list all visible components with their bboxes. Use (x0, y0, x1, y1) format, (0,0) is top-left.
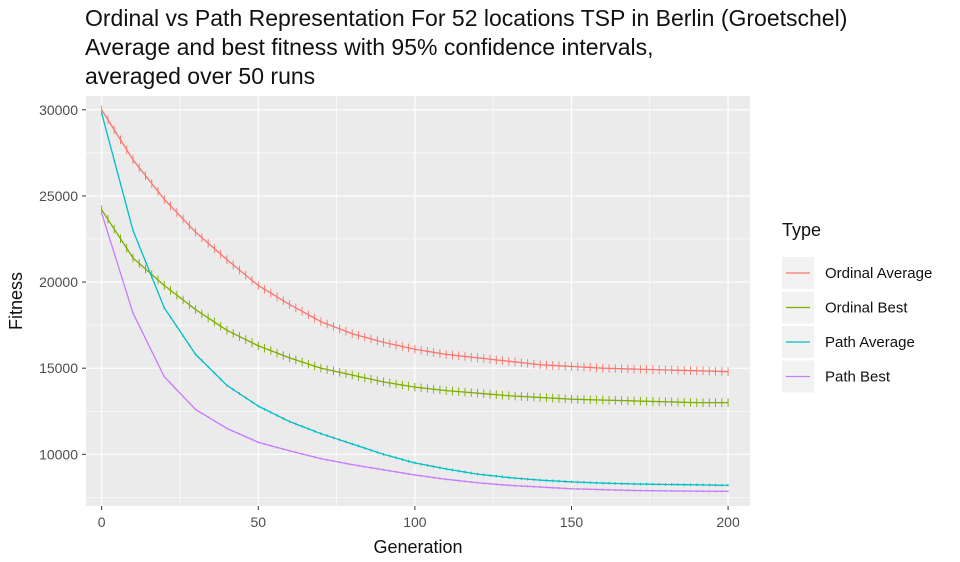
legend-label: Ordinal Average (825, 265, 932, 282)
y-tick-label: 10000 (39, 446, 78, 462)
series-line (101, 113, 729, 486)
grid-major (86, 96, 750, 506)
chart-title-line-3: averaged over 50 runs (85, 63, 316, 89)
x-tick-label: 50 (250, 514, 266, 530)
x-tick-label: 0 (98, 514, 106, 530)
legend-label: Path Average (825, 334, 915, 351)
y-axis-title: Fitness (6, 272, 26, 330)
chart-title-line-2: Average and best fitness with 95% confid… (85, 34, 654, 60)
series-line (101, 212, 729, 493)
plot-panel (86, 96, 750, 506)
x-axis-title: Generation (373, 537, 462, 557)
y-tick-label: 15000 (39, 360, 78, 376)
chart-title-line-1: Ordinal vs Path Representation For 52 lo… (85, 5, 848, 31)
series-layer (101, 105, 729, 493)
series-line (101, 209, 729, 404)
legend-title: Type (782, 220, 821, 240)
series-ordinal-average (101, 105, 729, 376)
x-tick-label: 150 (560, 514, 584, 530)
y-tick-label: 25000 (39, 188, 78, 204)
x-tick-label: 200 (716, 514, 740, 530)
legend-label: Path Best (825, 369, 891, 386)
grid-minor (86, 96, 750, 506)
y-tick-label: 30000 (39, 102, 78, 118)
series-path-best (101, 212, 729, 493)
series-ordinal-best (101, 205, 729, 407)
series-line (101, 109, 729, 373)
y-axis: 10000 15000 20000 25000 30000 (39, 102, 86, 462)
series-path-average (101, 111, 729, 487)
y-tick-label: 20000 (39, 274, 78, 290)
x-axis: 0 50 100 150 200 (98, 506, 740, 530)
legend-label: Ordinal Best (825, 300, 908, 317)
legend: Ordinal Average Ordinal Best Path Average P… (782, 257, 932, 393)
x-tick-label: 100 (403, 514, 427, 530)
